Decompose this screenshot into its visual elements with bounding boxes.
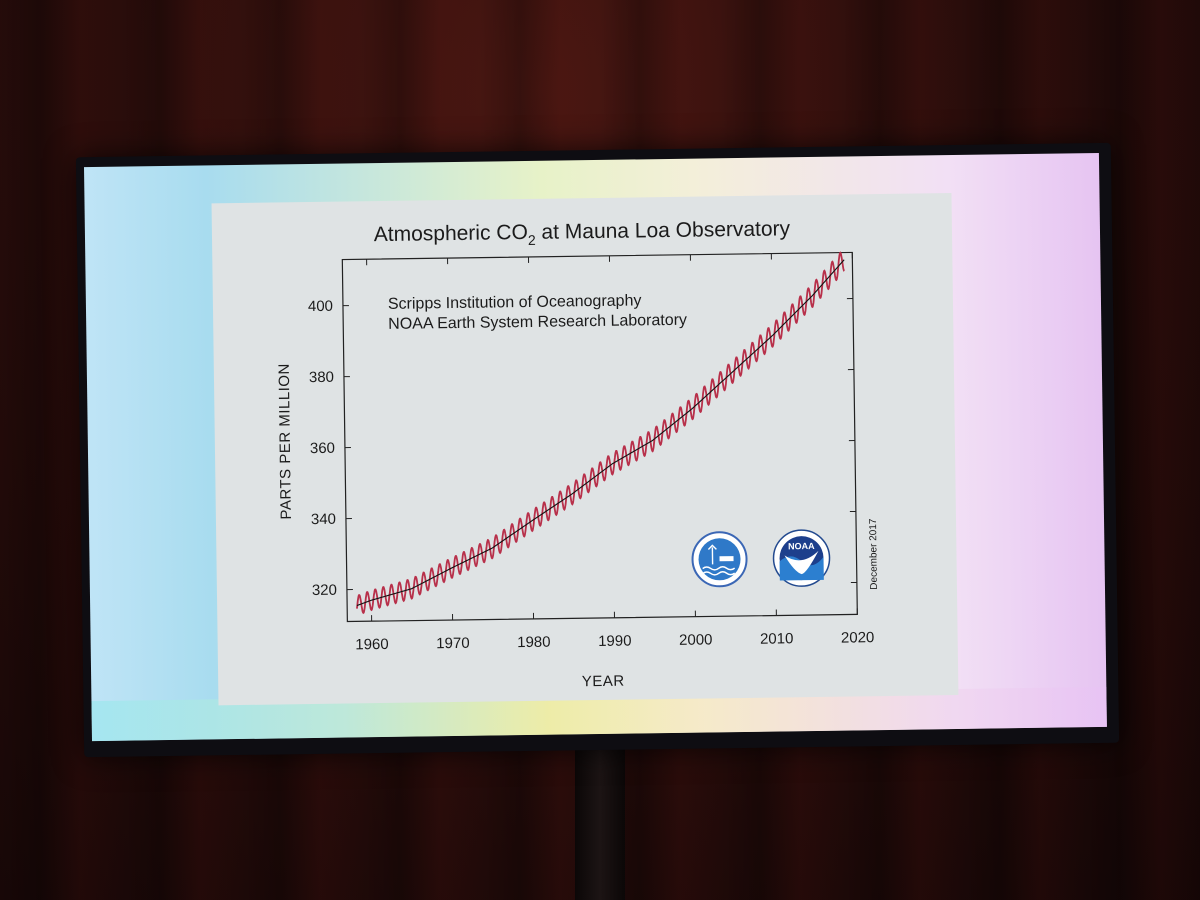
y-tick-label: 340 xyxy=(311,511,336,528)
y-tick-label: 380 xyxy=(309,369,334,386)
x-tick-label: 2020 xyxy=(841,629,875,646)
chart-title: Atmospheric CO2 at Mauna Loa Observatory xyxy=(374,217,791,250)
co2-chart: Atmospheric CO2 at Mauna Loa Observatory… xyxy=(276,217,880,691)
x-tick-label: 1960 xyxy=(355,636,389,653)
noaa-logo-text: NOAA xyxy=(788,541,815,551)
y-axis-label: PARTS PER MILLION xyxy=(276,363,295,520)
noaa-logo: NOAA xyxy=(772,529,831,587)
y-tick-label: 360 xyxy=(310,440,335,457)
display-monitor: Atmospheric CO2 at Mauna Loa Observatory… xyxy=(75,142,1120,758)
scripps-logo xyxy=(691,531,748,588)
x-axis-ticks: 1960 1970 1980 1990 2000 2010 2020 xyxy=(355,252,875,653)
chart-slide: Atmospheric CO2 at Mauna Loa Observatory… xyxy=(211,193,959,706)
x-tick-label: 1970 xyxy=(436,635,470,652)
date-note: December 2017 xyxy=(868,518,880,590)
annotation-scripps: Scripps Institution of Oceanography xyxy=(388,292,642,313)
x-tick-label: 1980 xyxy=(517,634,551,651)
plot-frame xyxy=(341,251,858,623)
x-tick-label: 2000 xyxy=(679,631,713,648)
x-tick-label: 2010 xyxy=(760,630,794,647)
monitor-stand xyxy=(575,730,625,900)
x-axis-label: YEAR xyxy=(582,673,625,691)
display-screen: Atmospheric CO2 at Mauna Loa Observatory… xyxy=(84,152,1107,742)
y-axis-ticks: 320 340 360 380 400 xyxy=(308,298,857,599)
series-monthly-co2 xyxy=(355,251,845,615)
series-trend-line xyxy=(356,259,845,607)
annotation-noaa: NOAA Earth System Research Laboratory xyxy=(388,312,687,333)
x-tick-label: 1990 xyxy=(598,633,632,650)
y-tick-label: 400 xyxy=(308,298,333,315)
y-tick-label: 320 xyxy=(312,582,337,599)
